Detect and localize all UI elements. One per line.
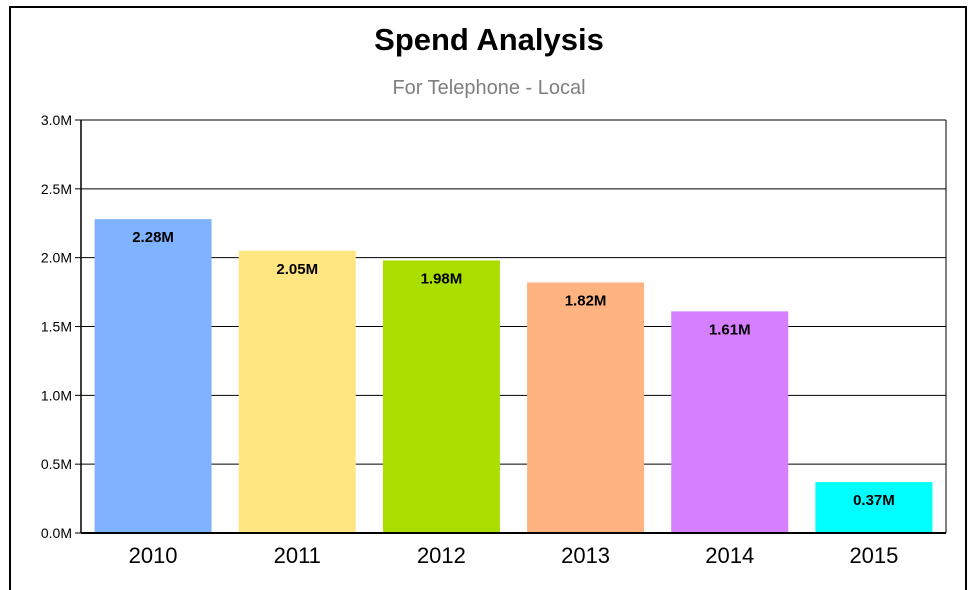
y-tick-label: 0.0M [41, 525, 72, 541]
x-tick-label: 2012 [417, 543, 466, 568]
labels: 0.0M 0.5M 1.0M 1.5M 2.0M 2.5M 3.0M 2.28M 2010 2.0… [41, 112, 899, 568]
bar-2014 [671, 311, 789, 533]
bar-2015 [815, 482, 933, 533]
y-tick-label: 2.0M [41, 250, 72, 266]
chart-title: Spend Analysis [374, 22, 604, 57]
data-label: 1.61M [709, 321, 751, 338]
data-label: 2.28M [132, 229, 174, 246]
x-tick-label: 2015 [849, 543, 898, 568]
x-tick-label: 2013 [561, 543, 610, 568]
x-tick-label: 2014 [705, 543, 754, 568]
bars [94, 219, 933, 534]
bar-2013 [527, 282, 645, 533]
y-tick-label: 0.5M [41, 456, 72, 472]
x-tick-label: 2010 [129, 543, 178, 568]
x-tick-label: 2011 [274, 543, 321, 568]
data-label: 1.82M [565, 292, 607, 309]
y-tick-label: 3.0M [41, 112, 72, 128]
data-label: 1.98M [421, 270, 463, 287]
bar-2010 [94, 219, 212, 533]
data-label: 2.05M [276, 261, 318, 278]
gridlines [81, 119, 946, 465]
y-tick-label: 1.5M [41, 319, 72, 335]
bar-2012 [382, 260, 500, 533]
chart-frame [9, 6, 967, 590]
y-tick-label: 1.0M [41, 387, 72, 403]
y-tick-label: 2.5M [41, 181, 72, 197]
chart-subtitle: For Telephone - Local [392, 77, 586, 99]
axes [75, 119, 947, 534]
data-label: 0.37M [853, 492, 895, 509]
bar-2011 [238, 250, 356, 534]
